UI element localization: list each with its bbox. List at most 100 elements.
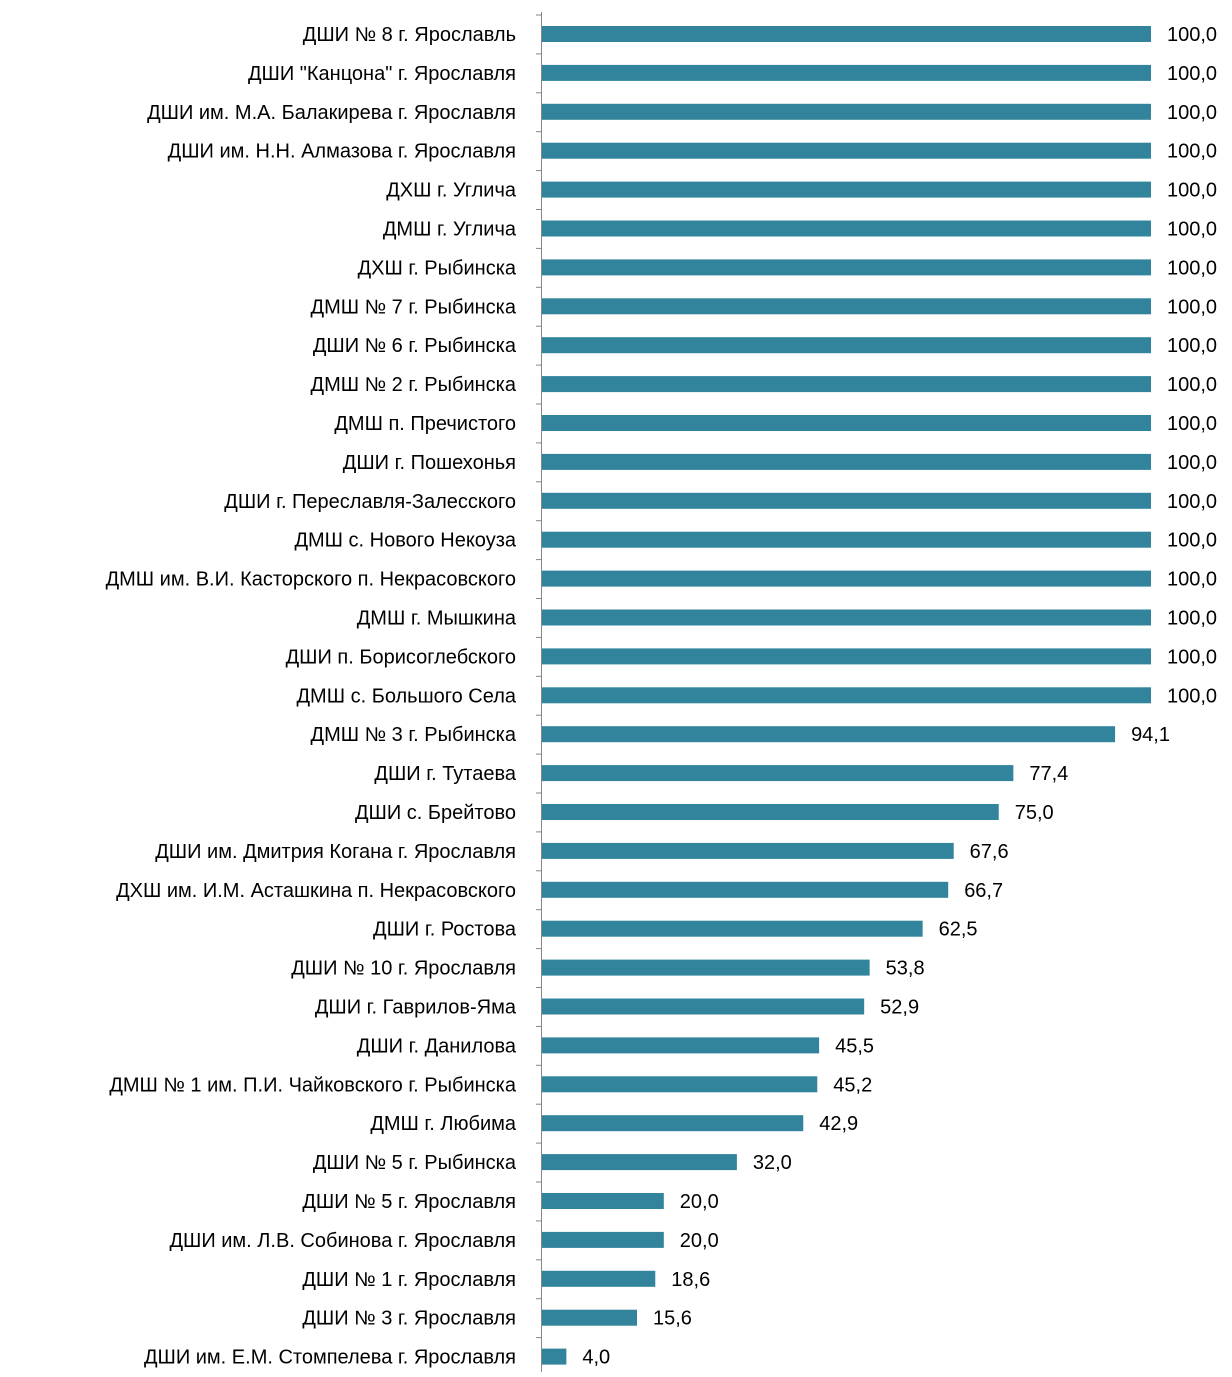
category-label: ДХШ г. Рыбинска (358, 257, 517, 279)
category-label: ДМШ п. Пречистого (334, 413, 516, 435)
data-label: 75,0 (1015, 802, 1054, 824)
category-label: ДМШ г. Любима (370, 1113, 517, 1135)
data-label: 100,0 (1167, 530, 1217, 552)
category-label: ДМШ № 2 г. Рыбинска (311, 374, 517, 396)
category-label: ДМШ № 7 г. Рыбинска (311, 296, 517, 318)
data-label: 20,0 (680, 1230, 719, 1252)
bar (542, 648, 1151, 665)
category-label: ДШИ № 1 г. Ярославля (302, 1269, 516, 1291)
data-label: 100,0 (1167, 335, 1217, 357)
bar (542, 881, 949, 898)
data-label: 42,9 (819, 1113, 858, 1135)
category-label: ДХШ г. Углича (386, 180, 517, 202)
bar (542, 609, 1151, 626)
data-label: 100,0 (1167, 452, 1217, 474)
bar (542, 26, 1151, 42)
category-label: ДМШ г. Мышкина (357, 608, 517, 630)
bar (542, 765, 1014, 782)
data-label: 100,0 (1167, 257, 1217, 279)
category-label: ДМШ им. В.И. Касторского п. Некрасовског… (106, 569, 516, 591)
category-label: ДШИ г. Ростова (373, 919, 517, 941)
data-label: 100,0 (1167, 24, 1217, 46)
bar (542, 64, 1151, 81)
data-label: 45,2 (833, 1074, 872, 1096)
data-label: 100,0 (1167, 141, 1217, 163)
data-label: 62,5 (939, 919, 978, 941)
data-label: 77,4 (1029, 763, 1068, 785)
bar (542, 259, 1151, 276)
category-label: ДШИ № 6 г. Рыбинска (313, 335, 517, 357)
data-label: 15,6 (653, 1308, 692, 1330)
category-label: ДШИ № 10 г. Ярославля (291, 958, 516, 980)
bar (542, 1231, 664, 1248)
bar (542, 959, 870, 976)
category-label: ДМШ г. Углича (383, 219, 517, 241)
bar (542, 998, 865, 1015)
data-label: 4,0 (582, 1347, 610, 1369)
data-label: 100,0 (1167, 646, 1217, 668)
category-label: ДШИ г. Данилова (357, 1035, 517, 1057)
data-label: 52,9 (880, 997, 919, 1019)
bar (542, 1154, 737, 1171)
bar (542, 1193, 664, 1209)
category-label: ДШИ г. Тутаева (374, 763, 516, 785)
bar (542, 337, 1151, 354)
data-label: 100,0 (1167, 296, 1217, 318)
bar (542, 1309, 638, 1326)
data-label: 67,6 (970, 841, 1009, 863)
bar (542, 1115, 804, 1132)
data-label: 100,0 (1167, 608, 1217, 630)
data-label: 100,0 (1167, 413, 1217, 435)
category-label: ДШИ № 3 г. Ярославля (302, 1308, 516, 1330)
bar (542, 920, 923, 937)
bar (542, 1270, 656, 1287)
category-label: ДШИ п. Борисоглебского (286, 646, 516, 668)
category-label: ДШИ г. Переславля-Залесского (224, 491, 516, 513)
category-label: ДШИ № 5 г. Рыбинска (313, 1152, 517, 1174)
data-label: 53,8 (886, 958, 925, 980)
bar (542, 1348, 567, 1365)
bar (542, 298, 1151, 315)
category-label: ДШИ № 5 г. Ярославля (302, 1191, 516, 1213)
category-label: ДМШ с. Большого Села (296, 685, 516, 707)
category-label: ДШИ г. Гаврилов-Яма (315, 997, 517, 1019)
category-label: ДШИ г. Пошехонья (343, 452, 516, 474)
category-label: ДШИ им. Н.Н. Алмазова г. Ярославля (168, 141, 516, 163)
data-label: 100,0 (1167, 219, 1217, 241)
data-label: 100,0 (1167, 569, 1217, 591)
bars (542, 26, 1151, 1365)
category-label: ДМШ № 3 г. Рыбинска (311, 724, 517, 746)
category-label: ДШИ им. Дмитрия Когана г. Ярославля (155, 841, 516, 863)
data-label: 100,0 (1167, 374, 1217, 396)
bar (542, 220, 1151, 237)
bar (542, 804, 999, 820)
bar (542, 415, 1151, 431)
category-label: ДШИ им. Е.М. Стомпелева г. Ярославля (144, 1347, 516, 1369)
data-label: 18,6 (671, 1269, 710, 1291)
category-axis (536, 12, 542, 1372)
category-label: ДШИ им. Л.В. Собинова г. Ярославля (169, 1230, 516, 1252)
category-label: ДШИ "Канцона" г. Ярославля (248, 63, 516, 85)
bar (542, 142, 1151, 159)
category-label: ДМШ № 1 им. П.И. Чайковского г. Рыбинска (109, 1074, 517, 1096)
bar (542, 531, 1151, 548)
bar (542, 453, 1151, 470)
data-label: 20,0 (680, 1191, 719, 1213)
category-label: ДШИ им. М.А. Балакирева г. Ярославля (147, 102, 516, 124)
category-label: ДХШ им. И.М. Асташкина п. Некрасовского (116, 880, 516, 902)
bar (542, 842, 954, 859)
bar (542, 570, 1151, 587)
bar (542, 103, 1151, 120)
bar (542, 181, 1151, 198)
data-label: 100,0 (1167, 180, 1217, 202)
bar (542, 1076, 818, 1093)
category-label: ДШИ с. Брейтово (355, 802, 516, 824)
data-label: 66,7 (964, 880, 1003, 902)
category-label: ДШИ № 8 г. Ярославль (303, 24, 516, 46)
category-labels: ДШИ № 8 г. Ярославль ДШИ "Канцона" г. Яро… (106, 24, 517, 1369)
bar (542, 1037, 820, 1054)
data-label: 100,0 (1167, 685, 1217, 707)
data-label: 32,0 (753, 1152, 792, 1174)
bar (542, 376, 1151, 393)
